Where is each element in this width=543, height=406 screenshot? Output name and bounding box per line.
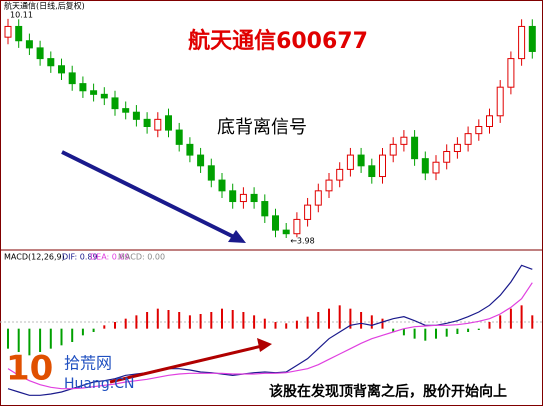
macd-line xyxy=(7,264,533,396)
marks: 10.11 ←3.98 xyxy=(4,10,536,396)
macd-header: DEA: 0.69 xyxy=(90,253,130,262)
candle-body xyxy=(507,58,515,88)
candle-body xyxy=(336,168,344,181)
caption: 该股在发现顶背离之后，股价开始向上 xyxy=(269,383,507,400)
candle-body xyxy=(58,65,65,74)
candle-body xyxy=(496,86,504,117)
logo: Huang.CN xyxy=(64,376,134,392)
candle-body xyxy=(186,143,194,156)
arrow-head xyxy=(228,230,246,243)
candle-body xyxy=(132,111,140,120)
candle-body xyxy=(15,25,23,42)
candle-body xyxy=(379,154,386,178)
candle-body xyxy=(528,25,536,52)
candle-body xyxy=(272,215,279,231)
macd-arrow xyxy=(109,344,263,384)
candle-body xyxy=(122,108,130,113)
candle-body xyxy=(368,165,376,178)
candle-body xyxy=(239,193,247,203)
candle-body xyxy=(25,40,33,49)
candle-body xyxy=(175,129,183,145)
candle-body xyxy=(346,154,354,170)
candle-body xyxy=(90,90,98,95)
candle-body xyxy=(453,143,461,153)
candle-body xyxy=(250,193,258,203)
candle-body xyxy=(111,97,119,110)
trend-arrow xyxy=(61,150,237,240)
candle-body xyxy=(4,25,12,38)
candle-body xyxy=(486,115,493,127)
high-label: 10.11 xyxy=(10,10,33,19)
candle-body xyxy=(261,201,269,217)
low-label: ←3.98 xyxy=(290,236,315,245)
logo: 拾荒网 xyxy=(64,354,112,373)
candle-body xyxy=(165,115,172,131)
macd-header: DIF: 0.89 xyxy=(62,253,98,262)
candle-body xyxy=(304,204,312,220)
chart-title: 航天通信600677 xyxy=(188,28,368,54)
candle-body xyxy=(36,47,44,60)
candle-body xyxy=(47,58,55,67)
candle-body xyxy=(79,83,87,92)
candle-body xyxy=(432,161,440,174)
candle-body xyxy=(68,72,76,85)
candle-body xyxy=(389,143,397,156)
macd-header: MACD(12,26,9) xyxy=(4,253,65,262)
candle-body xyxy=(197,154,205,167)
candle-body xyxy=(218,179,226,192)
candle-body xyxy=(443,151,451,163)
candle-body xyxy=(325,179,333,192)
arrow-head xyxy=(257,338,272,352)
candle-body xyxy=(143,118,151,128)
candle-body xyxy=(411,136,419,160)
candle-body xyxy=(229,190,237,203)
macd-line xyxy=(7,282,533,390)
annotation: 底背离信号 xyxy=(217,117,307,138)
candle-body xyxy=(464,133,472,145)
subtitle: 航天通信(日线,后复权) xyxy=(4,1,85,11)
candle-body xyxy=(207,165,215,181)
candle-body xyxy=(100,93,108,99)
candle-body xyxy=(475,126,483,135)
candle-body xyxy=(154,118,162,131)
candle-body xyxy=(400,136,408,145)
candle-body xyxy=(314,190,322,206)
candle-body xyxy=(282,229,290,235)
macd-header: MACD: 0.00 xyxy=(118,253,165,262)
logo: 10 xyxy=(6,349,53,389)
candle-body xyxy=(357,154,365,167)
candle-body xyxy=(421,158,429,174)
candle-body xyxy=(518,25,526,60)
candle-body xyxy=(293,218,301,235)
